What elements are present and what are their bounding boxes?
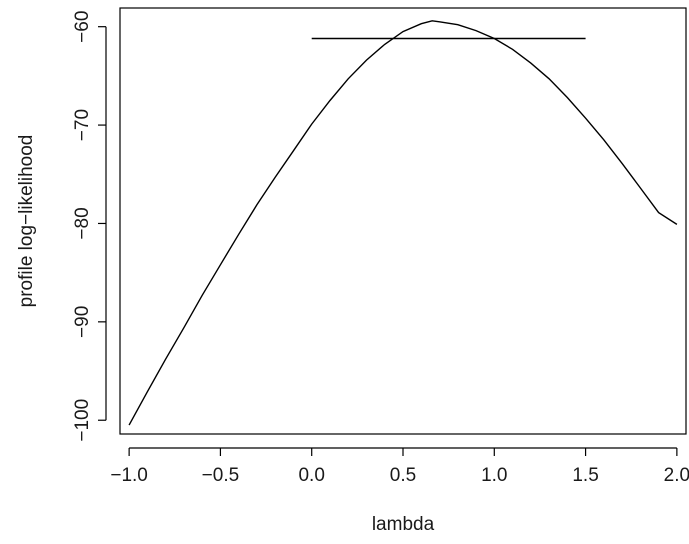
x-tick-label: −1.0 [110, 465, 148, 486]
x-tick-label: 0.5 [390, 465, 416, 486]
x-axis: −1.0 −0.5 0.0 0.5 1.0 1.5 2.0 [110, 447, 689, 486]
y-tick-label: −100 [72, 399, 93, 442]
x-tick-label: 1.5 [572, 465, 598, 486]
y-tick-label: −90 [72, 306, 93, 338]
x-tick-label: 2.0 [664, 465, 689, 486]
y-axis-title: profile log−likelihood [16, 135, 37, 308]
x-tick-label: 0.0 [298, 465, 324, 486]
y-tick-label: −80 [72, 207, 93, 239]
plot-frame [119, 7, 687, 435]
profile-likelihood-curve [128, 20, 678, 426]
y-axis: −100 −90 −80 −70 −60 [72, 11, 107, 442]
y-tick-label: −70 [72, 109, 93, 141]
y-tick-label: −60 [72, 11, 93, 43]
x-axis-title: lambda [372, 514, 435, 535]
x-tick-label: 1.0 [481, 465, 507, 486]
x-tick-label: −0.5 [202, 465, 240, 486]
